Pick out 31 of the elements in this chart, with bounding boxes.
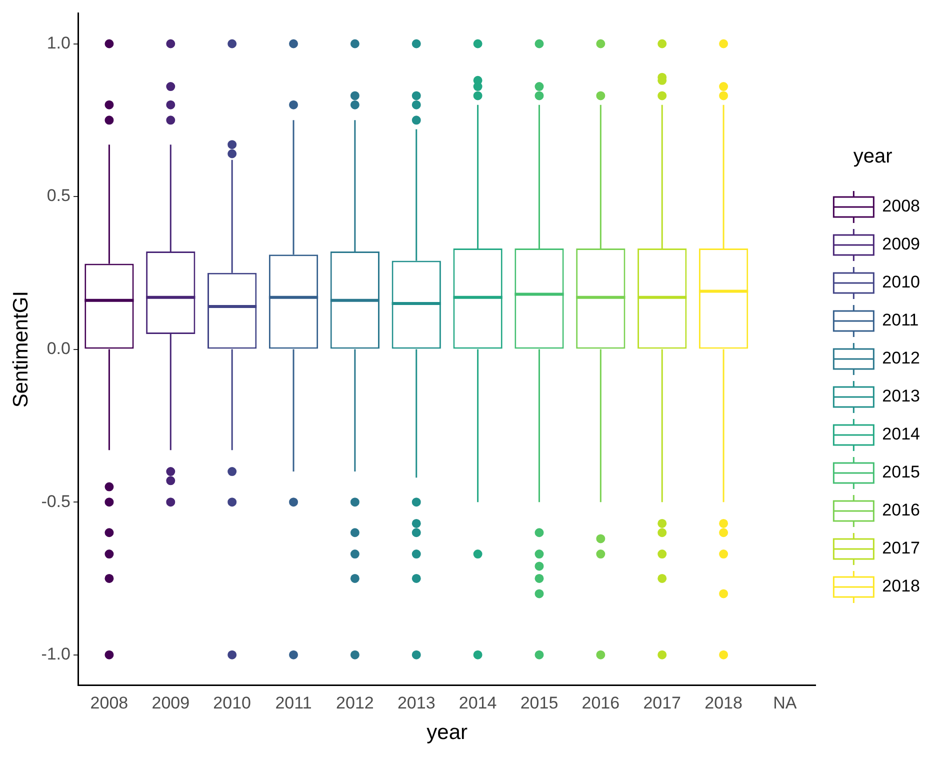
- y-tick-label: 1.0: [46, 33, 70, 52]
- x-tick-label: 2009: [152, 693, 190, 712]
- legend-title: year: [853, 146, 893, 168]
- x-tick-label: 2014: [458, 693, 497, 712]
- x-tick-label: 2018: [704, 693, 742, 712]
- legend-label: 2014: [882, 424, 920, 444]
- legend-label: 2012: [882, 348, 920, 368]
- y-tick-label: 0.0: [46, 338, 70, 358]
- legend-label: 2010: [882, 272, 920, 292]
- legend-label: 2013: [882, 386, 920, 406]
- x-tick-label: 2013: [397, 693, 436, 712]
- legend-label: 2011: [882, 310, 919, 330]
- y-tick-label: -1.0: [41, 644, 70, 664]
- legend-label: 2008: [882, 196, 920, 216]
- legend-label: 2017: [882, 538, 920, 558]
- x-tick-label: 2015: [520, 693, 558, 712]
- x-tick-label: 2017: [643, 693, 682, 712]
- x-axis-title: year: [426, 721, 468, 744]
- y-tick-label: -0.5: [41, 492, 70, 511]
- x-tick-label: 2008: [90, 693, 128, 712]
- legend-label: 2009: [882, 234, 920, 254]
- x-tick-label: 2012: [336, 693, 374, 712]
- y-axis-title: SentimentGI: [9, 290, 32, 408]
- legend-label: 2015: [882, 462, 920, 482]
- x-tick-label: 2016: [582, 693, 620, 712]
- legend-label: 2018: [882, 576, 920, 596]
- x-tick-label: 2011: [275, 693, 312, 712]
- x-tick-label: NA: [773, 693, 798, 712]
- y-tick-label: 0.5: [46, 186, 70, 206]
- legend-label: 2016: [882, 500, 920, 520]
- x-tick-label: 2010: [213, 693, 251, 712]
